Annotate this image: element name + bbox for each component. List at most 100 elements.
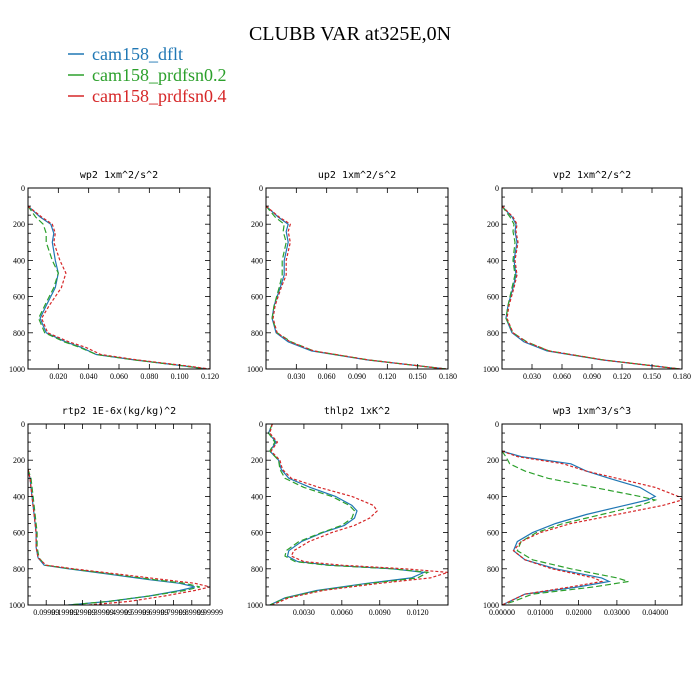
y-tick-label: 600: [251, 529, 263, 538]
panel-title: vp2 1xm^2/s^2: [553, 170, 631, 181]
series-line-cam158_prdfsn0.2: [28, 469, 201, 605]
y-tick-label: 1000: [247, 601, 263, 610]
x-tick-label: 0.060: [318, 372, 336, 381]
x-tick-label: 0.69999: [142, 608, 168, 617]
x-tick-label: 0.79999: [161, 608, 187, 617]
x-tick-label: 0.01000: [527, 608, 553, 617]
series-line-cam158_prdfsn0.4: [28, 205, 210, 369]
x-tick-label: 0.02000: [566, 608, 592, 617]
panel-title: up2 1xm^2/s^2: [318, 170, 396, 181]
x-tick-label: 0.120: [378, 372, 396, 381]
y-tick-label: 0: [259, 184, 263, 193]
legend-label: cam158_prdfsn0.2: [92, 65, 226, 85]
plot-frame: [501, 187, 683, 370]
x-tick-label: 0.060: [110, 372, 128, 381]
y-tick-label: 200: [251, 220, 263, 229]
y-tick-label: 600: [487, 529, 499, 538]
x-tick-label: 0.29999: [70, 608, 96, 617]
y-tick-label: 1000: [9, 601, 25, 610]
series-line-cam158_dflt: [266, 205, 447, 369]
x-tick-label: 0.090: [583, 372, 601, 381]
x-tick-label: 0.100: [171, 372, 189, 381]
y-tick-label: 200: [251, 456, 263, 465]
panel-title: thlp2 1xK^2: [324, 406, 390, 417]
series-group: [28, 469, 210, 605]
legend-item: cam158_prdfsn0.2: [68, 65, 226, 85]
x-tick-label: 0.180: [439, 372, 457, 381]
panel-title: rtp2 1E-6x(kg/kg)^2: [62, 406, 176, 417]
x-tick-label: 0.080: [140, 372, 158, 381]
series-line-cam158_prdfsn0.2: [502, 205, 681, 369]
panel-title: wp3 1xm^3/s^3: [553, 406, 631, 417]
x-tick-label: 0.020: [49, 372, 67, 381]
chart-panel: thlp2 1xK^2 0 200 400 600 800 1000 0.0030 0.0060…: [247, 406, 449, 617]
series-line-cam158_prdfsn0.2: [266, 205, 447, 369]
series-group: [502, 205, 681, 369]
legend-label: cam158_prdfsn0.4: [92, 86, 226, 106]
legend-label: cam158_dflt: [92, 44, 183, 64]
panel-title: wp2 1xm^2/s^2: [80, 170, 158, 181]
series-line-cam158_dflt: [28, 469, 195, 605]
series-line-cam158_prdfsn0.4: [502, 205, 681, 369]
x-tick-label: 0.03000: [604, 608, 630, 617]
x-tick-label: 0.19999: [51, 608, 77, 617]
y-tick-label: 0: [495, 420, 499, 429]
x-tick-label: 0.120: [613, 372, 631, 381]
x-tick-label: 0.120: [201, 372, 219, 381]
y-tick-label: 600: [13, 529, 25, 538]
x-tick-label: 0.0060: [331, 608, 353, 617]
x-tick-label: 0.04000: [642, 608, 668, 617]
y-tick-label: 1000: [483, 601, 499, 610]
series-line-cam158_prdfsn0.2: [267, 424, 430, 605]
y-tick-label: 600: [487, 293, 499, 302]
y-tick-label: 400: [13, 256, 25, 265]
series-group: [266, 205, 447, 369]
y-tick-label: 200: [487, 220, 499, 229]
y-tick-label: 800: [251, 329, 263, 338]
series-group: [502, 450, 682, 605]
x-tick-label: 0.39999: [88, 608, 114, 617]
figure-title: CLUBB VAR at325E,0N: [249, 23, 451, 45]
panels: wp2 1xm^2/s^2 0 200 400 600 800 1000 0.020 0.040…: [9, 170, 691, 617]
x-tick-label: 0.060: [553, 372, 571, 381]
y-tick-label: 200: [13, 456, 25, 465]
x-tick-label: 0.090: [348, 372, 366, 381]
y-tick-label: 800: [13, 329, 25, 338]
series-line-cam158_dflt: [267, 424, 427, 605]
y-tick-label: 400: [487, 256, 499, 265]
legend: cam158_dflt cam158_prdfsn0.2 cam158_prdf…: [68, 44, 226, 106]
y-tick-label: 1000: [9, 365, 25, 374]
x-tick-label: 0.180: [673, 372, 691, 381]
legend-item: cam158_dflt: [68, 44, 183, 64]
y-tick-label: 1000: [483, 365, 499, 374]
chart-panel: up2 1xm^2/s^2 0 200 400 600 800 1000 0.030 0.060…: [247, 170, 457, 381]
chart-panel: rtp2 1E-6x(kg/kg)^2 0 200 400 600 800 1000 0.09…: [9, 406, 223, 617]
series-line-cam158_prdfsn0.4: [28, 469, 210, 605]
plot-frame: [27, 423, 211, 606]
x-tick-label: 0.0120: [407, 608, 429, 617]
x-tick-label: 0.030: [523, 372, 541, 381]
y-tick-label: 1000: [247, 365, 263, 374]
plot-frame: [27, 187, 211, 370]
x-tick-label: 0.040: [80, 372, 98, 381]
x-tick-label: 0.0090: [369, 608, 391, 617]
series-group: [267, 424, 448, 605]
y-tick-label: 0: [21, 184, 25, 193]
x-tick-label: 0.49999: [106, 608, 132, 617]
x-tick-label: 0.00000: [489, 608, 515, 617]
x-tick-label: 0.89999: [179, 608, 205, 617]
x-tick-label: 0.0030: [293, 608, 315, 617]
x-tick-label: 0.99999: [197, 608, 223, 617]
chart-panel: wp2 1xm^2/s^2 0 200 400 600 800 1000 0.020 0.040…: [9, 170, 219, 381]
plot-frame: [265, 187, 449, 370]
plot-frame: [265, 423, 449, 606]
y-tick-label: 800: [251, 565, 263, 574]
series-line-cam158_dflt: [502, 205, 681, 369]
x-tick-label: 0.030: [287, 372, 305, 381]
series-line-cam158_dflt: [502, 450, 657, 605]
y-tick-label: 800: [13, 565, 25, 574]
y-tick-label: 600: [13, 293, 25, 302]
series-line-cam158_prdfsn0.4: [266, 205, 447, 369]
